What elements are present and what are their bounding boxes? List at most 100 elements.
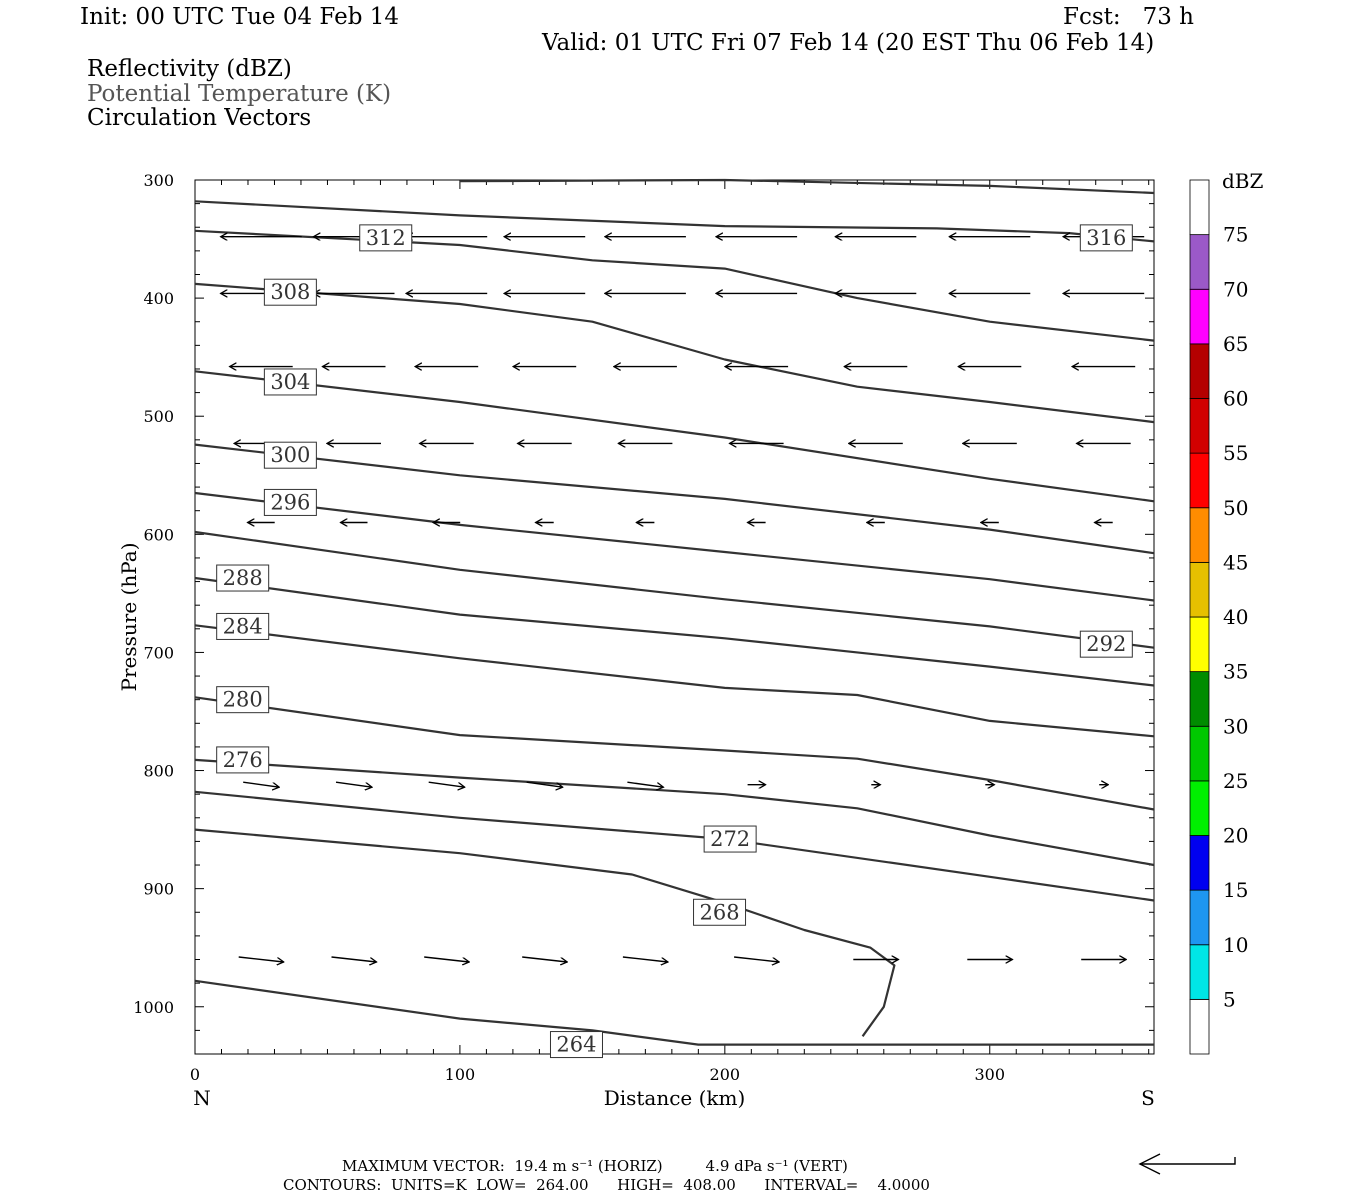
colorbar-segment	[1189, 998, 1210, 1055]
colorbar-label: 45	[1223, 550, 1248, 574]
colorbar-label: 40	[1223, 605, 1248, 629]
colorbar-label: 30	[1223, 714, 1248, 738]
theta-contour-320	[459, 178, 1155, 195]
theta-contour-312	[194, 229, 1155, 342]
colorbar-segment	[1189, 835, 1210, 891]
colorbar-segment	[1189, 561, 1210, 618]
theta-contour-296	[194, 491, 1155, 602]
contour-label-300: 300	[270, 443, 310, 467]
init-time: Init: 00 UTC Tue 04 Feb 14	[80, 4, 400, 30]
field-potential-temperature: Potential Temperature (K)	[87, 81, 392, 107]
circulation-vector	[428, 781, 465, 787]
field-reflectivity: Reflectivity (dBZ)	[87, 56, 292, 82]
contour-label-308: 308	[270, 280, 310, 304]
theta-contour-264	[194, 979, 1154, 1046]
contour-label-box	[263, 441, 317, 469]
theta-contour-272	[194, 790, 1155, 902]
y-tick-label: 700	[143, 643, 174, 662]
colorbar-segment	[1189, 889, 1210, 946]
colorbar-segment	[1189, 507, 1210, 563]
contour-label-272: 272	[710, 827, 750, 851]
x-tick-label: 0	[190, 1065, 200, 1084]
colorbar-label: 50	[1223, 496, 1248, 520]
contour-label-box	[1079, 630, 1133, 658]
y-axis-title: Pressure (hPa)	[117, 543, 141, 692]
contour-label-284: 284	[223, 614, 263, 638]
colorbar-segment	[1189, 343, 1210, 399]
field-circulation-vectors: Circulation Vectors	[87, 105, 312, 131]
contour-label-296: 296	[270, 490, 310, 514]
colorbar-segment	[1189, 671, 1210, 727]
theta-contour-304	[194, 370, 1155, 503]
colorbar-label: 55	[1223, 441, 1248, 465]
contour-info-note: CONTOURS: UNITS=K LOW= 264.00 HIGH= 408.…	[283, 1176, 930, 1194]
contour-label-box	[216, 686, 270, 714]
y-tick-label: 400	[143, 289, 174, 308]
y-tick-label: 1000	[133, 998, 174, 1017]
colorbar-segment	[1189, 234, 1210, 290]
y-tick-label: 800	[143, 762, 174, 781]
x-axis-title: Distance (km)	[604, 1086, 746, 1110]
colorbar-label: 15	[1223, 878, 1248, 902]
contour-label-box	[703, 825, 757, 853]
colorbar-segment	[1189, 288, 1210, 345]
circulation-vector	[522, 956, 567, 962]
theta-contour-280	[194, 696, 1155, 811]
theta-contour-268	[194, 828, 896, 1037]
colorbar-label: 10	[1223, 933, 1248, 957]
contour-label-304: 304	[270, 370, 310, 394]
colorbar-label: 5	[1223, 987, 1236, 1011]
plot-frame	[194, 179, 1155, 1055]
x-tick-label: 300	[974, 1065, 1005, 1084]
north-label: N	[193, 1086, 211, 1110]
circulation-vector	[622, 956, 668, 962]
colorbar-segment	[1189, 944, 1210, 1000]
x-tick-label: 200	[710, 1065, 741, 1084]
colorbar-label: 60	[1223, 387, 1248, 411]
contour-label-box	[359, 224, 413, 252]
theta-contour-276	[194, 758, 1155, 867]
colorbar-label: 25	[1223, 769, 1248, 793]
colorbar-label: 20	[1223, 824, 1248, 848]
colorbar-segment	[1189, 616, 1210, 673]
circulation-vector	[734, 956, 779, 962]
theta-contour-308	[194, 282, 1155, 424]
theta-contour-284	[194, 624, 1155, 738]
reference-vector-line	[1140, 1157, 1236, 1165]
contour-label-box	[263, 368, 317, 396]
contour-label-box	[263, 488, 317, 516]
y-tick-label: 600	[143, 525, 174, 544]
y-tick-label: 500	[143, 407, 174, 426]
contour-label-264: 264	[556, 1033, 596, 1057]
colorbar-label: 75	[1223, 223, 1248, 247]
y-tick-label: 300	[143, 171, 174, 190]
contour-label-box	[216, 746, 270, 774]
contour-label-268: 268	[699, 900, 739, 924]
circulation-vector	[243, 781, 279, 787]
forecast-hour: Fcst: 73 h	[1063, 4, 1194, 30]
colorbar-title: dBZ	[1222, 169, 1264, 193]
contour-label-box	[693, 898, 747, 926]
x-tick-label: 100	[445, 1065, 476, 1084]
colorbar-segment	[1189, 452, 1210, 509]
colorbar-segment	[1189, 780, 1210, 836]
colorbar-label: 70	[1223, 277, 1248, 301]
theta-contour-300	[194, 443, 1155, 555]
south-label: S	[1141, 1086, 1155, 1110]
circulation-vector	[238, 956, 284, 962]
circulation-vector	[627, 781, 663, 787]
theta-contour-288	[194, 576, 1155, 687]
circulation-vector	[335, 781, 372, 787]
maximum-vector-note: MAXIMUM VECTOR: 19.4 m s⁻¹ (HORIZ) 4.9 d…	[342, 1157, 848, 1175]
reference-vector-arrowhead	[1138, 1153, 1161, 1175]
circulation-vector	[424, 956, 469, 962]
contour-label-box	[1079, 224, 1133, 252]
contour-label-312: 312	[366, 226, 406, 250]
colorbar-segment	[1189, 398, 1210, 454]
contour-label-276: 276	[223, 748, 263, 772]
contour-label-box	[216, 612, 270, 640]
contour-label-316: 316	[1086, 226, 1126, 250]
colorbar-segment	[1189, 179, 1210, 236]
colorbar-segment	[1189, 725, 1210, 782]
